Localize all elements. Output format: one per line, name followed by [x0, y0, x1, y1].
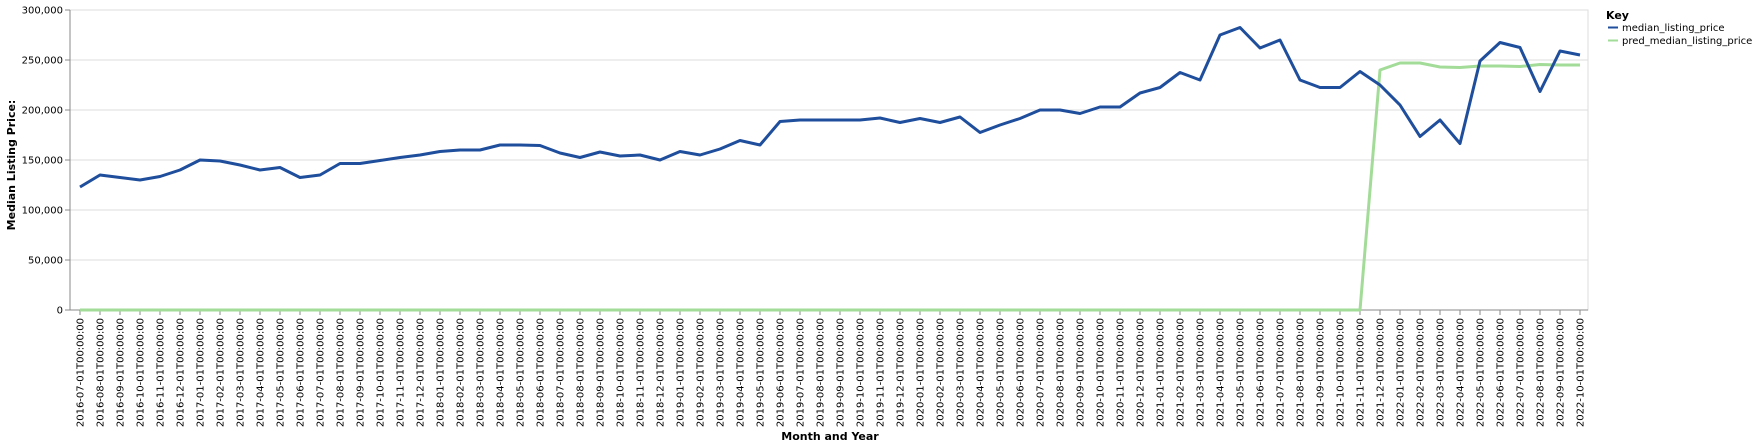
x-tick-label: 2016-07-01T00:00:00 [76, 318, 87, 427]
x-tick-label: 2019-01-01T00:00:00 [676, 318, 687, 427]
x-tick-label: 2019-03-01T00:00:00 [716, 318, 727, 427]
x-tick-label: 2018-04-01T00:00:00 [496, 318, 507, 427]
series-line-pred_median_listing_price [80, 61, 1580, 312]
x-tick-label: 2017-04-01T00:00:00 [256, 318, 267, 427]
x-tick-label: 2019-09-01T00:00:00 [836, 318, 847, 427]
x-tick-label: 2017-05-01T00:00:00 [276, 318, 287, 427]
x-tick-label: 2016-11-01T00:00:00 [156, 318, 167, 427]
legend-label: pred_median_listing_price [1622, 36, 1752, 47]
x-tick-label: 2021-10-01T00:00:00 [1336, 318, 1347, 427]
x-tick-label: 2019-08-01T00:00:00 [816, 318, 827, 427]
x-tick-label: 2021-01-01T00:00:00 [1156, 318, 1167, 427]
x-tick-label: 2020-08-01T00:00:00 [1056, 318, 1067, 427]
x-tick-label: 2020-12-01T00:00:00 [1136, 318, 1147, 427]
x-tick-label: 2022-03-01T00:00:00 [1436, 318, 1447, 427]
y-tick-label: 300,000 [22, 6, 63, 17]
x-tick-label: 2020-05-01T00:00:00 [996, 318, 1007, 427]
x-tick-label: 2022-07-01T00:00:00 [1516, 318, 1527, 427]
y-tick-label: 150,000 [22, 156, 63, 167]
y-tick-label: 0 [57, 306, 63, 317]
x-tick-label: 2019-12-01T00:00:00 [896, 318, 907, 427]
x-tick-label: 2018-12-01T00:00:00 [656, 318, 667, 427]
x-tick-label: 2019-10-01T00:00:00 [856, 318, 867, 427]
x-tick-label: 2022-10-01T00:00:00 [1576, 318, 1587, 427]
x-tick-label: 2021-05-01T00:00:00 [1236, 318, 1247, 427]
x-tick-label: 2020-07-01T00:00:00 [1036, 318, 1047, 427]
x-tick-label: 2017-11-01T00:00:00 [396, 318, 407, 427]
x-tick-label: 2021-09-01T00:00:00 [1316, 318, 1327, 427]
y-tick-label: 200,000 [22, 106, 63, 117]
x-tick-label: 2020-01-01T00:00:00 [916, 318, 927, 427]
x-tick-label: 2019-05-01T00:00:00 [756, 318, 767, 427]
x-tick-label: 2016-12-01T00:00:00 [176, 318, 187, 427]
x-tick-label: 2018-02-01T00:00:00 [456, 318, 467, 427]
x-tick-label: 2019-06-01T00:00:00 [776, 318, 787, 427]
x-tick-label: 2018-09-01T00:00:00 [596, 318, 607, 427]
x-tick-label: 2016-09-01T00:00:00 [116, 318, 127, 427]
y-tick-label: 100,000 [22, 206, 63, 217]
series-lines [79, 26, 1581, 312]
x-tick-label: 2020-03-01T00:00:00 [956, 318, 967, 427]
x-tick-label: 2016-10-01T00:00:00 [136, 318, 147, 427]
x-tick-label: 2019-04-01T00:00:00 [736, 318, 747, 427]
legend: Key median_listing_price pred_median_list… [1606, 9, 1752, 47]
x-tick-label: 2017-12-01T00:00:00 [416, 318, 427, 427]
x-tick-label: 2021-08-01T00:00:00 [1296, 318, 1307, 427]
legend-title: Key [1606, 9, 1629, 22]
x-tick-label: 2020-04-01T00:00:00 [976, 318, 987, 427]
x-tick-label: 2022-08-01T00:00:00 [1536, 318, 1547, 427]
x-tick-label: 2018-07-01T00:00:00 [556, 318, 567, 427]
x-tick-label: 2021-12-01T00:00:00 [1376, 318, 1387, 427]
x-tick-label: 2021-07-01T00:00:00 [1276, 318, 1287, 427]
x-tick-label: 2018-03-01T00:00:00 [476, 318, 487, 427]
x-tick-label: 2021-03-01T00:00:00 [1196, 318, 1207, 427]
x-axis: 2016-07-01T00:00:00 2016-08-01T00:00:00 20… [70, 309, 1588, 427]
x-tick-label: 2020-10-01T00:00:00 [1096, 318, 1107, 427]
x-tick-label: 2017-08-01T00:00:00 [336, 318, 347, 427]
x-tick-label: 2021-04-01T00:00:00 [1216, 318, 1227, 427]
x-tick-label: 2021-02-01T00:00:00 [1176, 318, 1187, 427]
x-tick-label: 2019-07-01T00:00:00 [796, 318, 807, 427]
x-tick-label: 2018-06-01T00:00:00 [536, 318, 547, 427]
y-tick-label: 250,000 [22, 56, 63, 67]
x-tick-label: 2018-10-01T00:00:00 [616, 318, 627, 427]
legend-label: median_listing_price [1622, 23, 1725, 34]
y-axis: 0 50,000 100,000 150,000 200,000 250,000 300,0… [22, 6, 71, 317]
x-tick-label: 2017-02-01T00:00:00 [216, 318, 227, 427]
x-tick-label: 2021-11-01T00:00:00 [1356, 318, 1367, 427]
x-tick-label: 2019-02-01T00:00:00 [696, 318, 707, 427]
x-tick-label: 2022-06-01T00:00:00 [1496, 318, 1507, 427]
x-tick-label: 2021-06-01T00:00:00 [1256, 318, 1267, 427]
y-axis-title: Median Listing Price: [5, 100, 18, 231]
x-tick-label: 2020-02-01T00:00:00 [936, 318, 947, 427]
x-tick-label: 2018-01-01T00:00:00 [436, 318, 447, 427]
x-tick-label: 2018-05-01T00:00:00 [516, 318, 527, 427]
x-tick-label: 2017-09-01T00:00:00 [356, 318, 367, 427]
x-tick-label: 2017-10-01T00:00:00 [376, 318, 387, 427]
x-tick-label: 2017-03-01T00:00:00 [236, 318, 247, 427]
x-tick-label: 2019-11-01T00:00:00 [876, 318, 887, 427]
y-tick-label: 50,000 [28, 256, 63, 267]
x-tick-label: 2020-09-01T00:00:00 [1076, 318, 1087, 427]
x-axis-title: Month and Year [781, 430, 879, 443]
x-tick-label: 2022-02-01T00:00:00 [1416, 318, 1427, 427]
x-tick-label: 2017-06-01T00:00:00 [296, 318, 307, 427]
x-tick-label: 2016-08-01T00:00:00 [96, 318, 107, 427]
x-tick-label: 2022-01-01T00:00:00 [1396, 318, 1407, 427]
x-tick-label: 2022-05-01T00:00:00 [1476, 318, 1487, 427]
x-tick-label: 2017-07-01T00:00:00 [316, 318, 327, 427]
x-tick-label: 2017-01-01T00:00:00 [196, 318, 207, 427]
y-gridlines [69, 9, 1589, 311]
x-tick-label: 2018-08-01T00:00:00 [576, 318, 587, 427]
series-line-median_listing_price [79, 26, 1581, 189]
x-tick-label: 2018-11-01T00:00:00 [636, 318, 647, 427]
x-tick-label: 2022-04-01T00:00:00 [1456, 318, 1467, 427]
x-tick-label: 2020-11-01T00:00:00 [1116, 318, 1127, 427]
x-tick-label: 2020-06-01T00:00:00 [1016, 318, 1027, 427]
x-tick-label: 2022-09-01T00:00:00 [1556, 318, 1567, 427]
